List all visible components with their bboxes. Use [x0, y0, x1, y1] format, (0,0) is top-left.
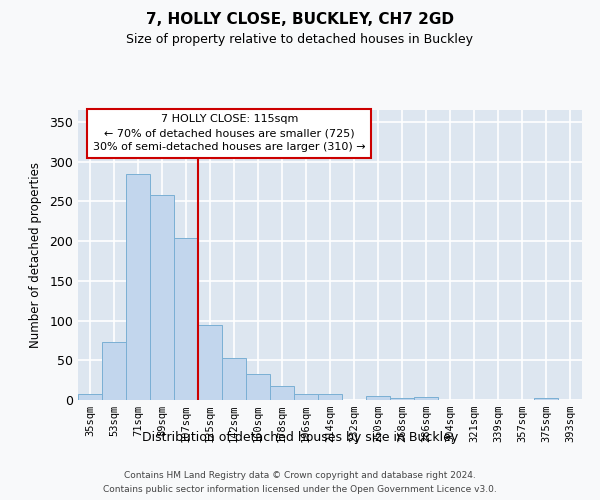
Bar: [174, 238, 198, 400]
Bar: [78, 394, 102, 400]
Bar: [222, 358, 246, 400]
Text: Contains HM Land Registry data © Crown copyright and database right 2024.: Contains HM Land Registry data © Crown c…: [124, 472, 476, 480]
Bar: [198, 324, 222, 400]
Bar: [294, 394, 318, 400]
Text: 7, HOLLY CLOSE, BUCKLEY, CH7 2GD: 7, HOLLY CLOSE, BUCKLEY, CH7 2GD: [146, 12, 454, 28]
Bar: [318, 394, 342, 400]
Bar: [366, 396, 390, 400]
Bar: [246, 374, 270, 400]
Bar: [150, 195, 174, 400]
Text: Size of property relative to detached houses in Buckley: Size of property relative to detached ho…: [127, 32, 473, 46]
Bar: [270, 386, 294, 400]
Text: Distribution of detached houses by size in Buckley: Distribution of detached houses by size …: [142, 431, 458, 444]
Bar: [534, 398, 558, 400]
Text: Contains public sector information licensed under the Open Government Licence v3: Contains public sector information licen…: [103, 486, 497, 494]
Text: 7 HOLLY CLOSE: 115sqm
← 70% of detached houses are smaller (725)
30% of semi-det: 7 HOLLY CLOSE: 115sqm ← 70% of detached …: [93, 114, 365, 152]
Y-axis label: Number of detached properties: Number of detached properties: [29, 162, 43, 348]
Bar: [390, 398, 414, 400]
Bar: [414, 397, 438, 400]
Bar: [126, 174, 150, 400]
Bar: [102, 342, 126, 400]
